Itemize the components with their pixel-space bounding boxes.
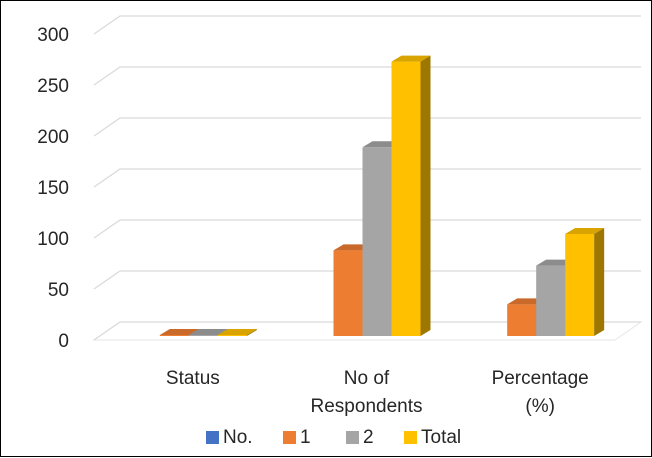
category-label: (%) bbox=[525, 396, 555, 417]
gridline bbox=[93, 321, 641, 341]
legend-swatch bbox=[404, 431, 417, 444]
bar-front bbox=[507, 304, 537, 336]
y-tick-label: 100 bbox=[37, 229, 69, 250]
bar-top bbox=[391, 55, 431, 62]
bar-front bbox=[333, 250, 363, 336]
bar-front bbox=[565, 234, 595, 336]
bar-front bbox=[391, 61, 421, 337]
bar-side bbox=[594, 228, 605, 336]
category-label: Status bbox=[166, 368, 220, 389]
legend-swatch bbox=[283, 431, 296, 444]
gridline bbox=[93, 117, 641, 137]
bar-front bbox=[536, 265, 566, 336]
bar-top bbox=[565, 228, 605, 234]
legend-swatch bbox=[206, 431, 219, 444]
bar-front bbox=[362, 147, 392, 336]
legend-label: 1 bbox=[300, 427, 311, 448]
category-label: Respondents bbox=[311, 396, 423, 417]
gridline bbox=[93, 66, 641, 86]
bar-front bbox=[217, 335, 247, 336]
category-label: No of bbox=[344, 368, 390, 389]
y-tick-label: 50 bbox=[48, 280, 69, 301]
legend-label: Total bbox=[421, 427, 461, 448]
gridline bbox=[93, 219, 641, 239]
bar-front bbox=[159, 335, 189, 336]
bar-top bbox=[188, 329, 228, 335]
legend-label: No. bbox=[223, 427, 253, 448]
gridline bbox=[93, 15, 641, 35]
bar-total-2 bbox=[565, 228, 605, 336]
bar-total-1 bbox=[391, 55, 431, 337]
bar-top bbox=[159, 329, 199, 335]
y-tick-label: 200 bbox=[37, 127, 69, 148]
gridline bbox=[93, 270, 641, 290]
y-tick-label: 300 bbox=[37, 25, 69, 46]
bar-side bbox=[420, 55, 431, 337]
legend-label: 2 bbox=[363, 427, 374, 448]
bar-top bbox=[217, 329, 257, 335]
category-label: Percentage bbox=[492, 368, 589, 389]
y-tick-label: 250 bbox=[37, 76, 69, 97]
bar-side bbox=[246, 329, 257, 336]
legend-swatch bbox=[346, 431, 359, 444]
y-tick-label: 0 bbox=[58, 331, 69, 352]
bar-total-0 bbox=[217, 329, 257, 336]
gridline bbox=[93, 168, 641, 188]
y-tick-label: 150 bbox=[37, 178, 69, 199]
bar-front bbox=[188, 335, 218, 336]
